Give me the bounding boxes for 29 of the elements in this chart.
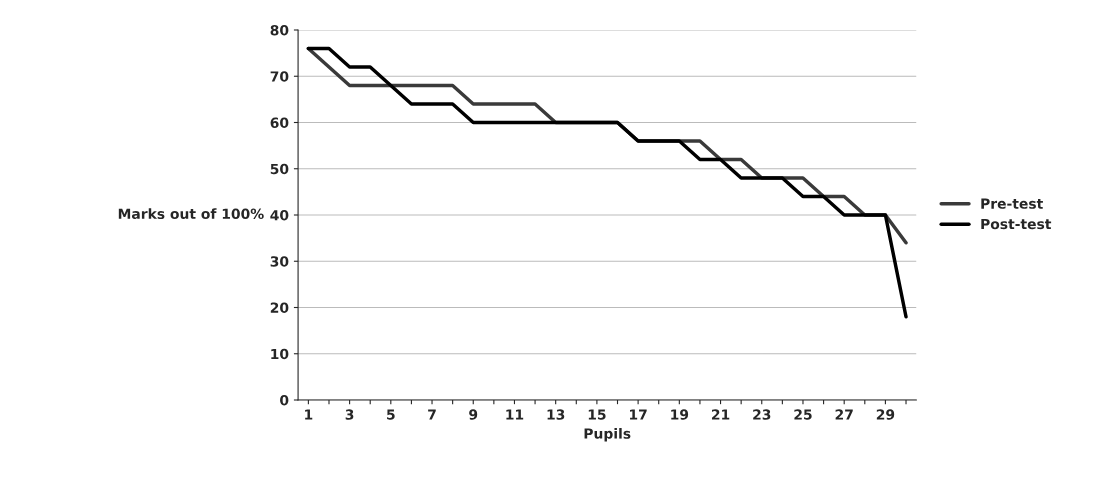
x-tick-label: 25 xyxy=(794,409,812,420)
x-tick-label: 7 xyxy=(428,409,436,420)
y-tick-label: 10 xyxy=(271,348,289,360)
y-tick-label: 70 xyxy=(270,71,289,82)
y-tick-label: 60 xyxy=(270,117,289,128)
legend-label: Post-test xyxy=(981,218,1052,230)
y-tick-label: 50 xyxy=(270,163,289,175)
y-tick-label: 0 xyxy=(280,394,289,406)
y-tick-label: 40 xyxy=(270,209,289,221)
x-tick-label: 23 xyxy=(753,409,771,420)
x-tick-label: 5 xyxy=(387,409,395,420)
x-tick-label: 11 xyxy=(506,409,524,420)
x-tick-label: 29 xyxy=(876,409,895,420)
x-tick-label: 19 xyxy=(671,409,689,420)
x-axis-title: Pupils xyxy=(584,428,631,442)
x-tick-label: 1 xyxy=(305,409,313,420)
x-tick-label: 9 xyxy=(469,409,478,420)
x-tick-label: 17 xyxy=(630,409,647,420)
x-tick-label: 13 xyxy=(547,409,565,420)
y-tick-label: 20 xyxy=(270,302,289,313)
legend-label: Pre-test xyxy=(981,198,1043,209)
x-tick-label: 27 xyxy=(835,409,853,420)
x-tick-label: 3 xyxy=(345,409,354,420)
y-axis-title: Marks out of 100% xyxy=(118,208,264,220)
y-tick-label: 30 xyxy=(270,256,289,267)
x-tick-label: 15 xyxy=(588,409,606,420)
y-tick-label: 80 xyxy=(270,24,289,36)
line-series xyxy=(306,46,908,319)
x-tick-label: 21 xyxy=(711,409,730,420)
